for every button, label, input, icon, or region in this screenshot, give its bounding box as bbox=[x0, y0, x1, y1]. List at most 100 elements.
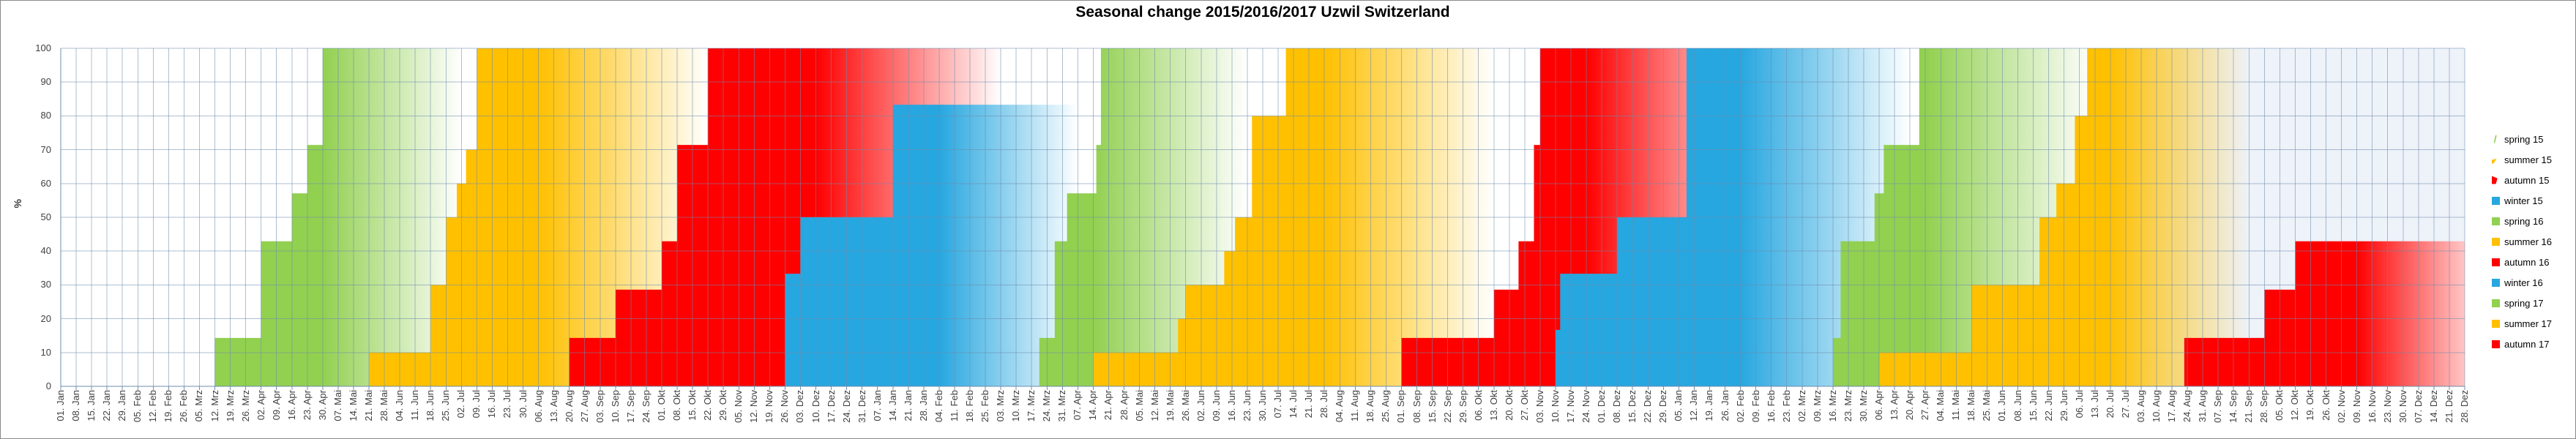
legend-label: summer 17 bbox=[2504, 318, 2553, 329]
x-tick-label: 25. Feb bbox=[979, 390, 991, 423]
x-tick-label: 28. Mai bbox=[378, 390, 390, 421]
x-tick-label: 21. Mai bbox=[363, 390, 375, 421]
x-tick-label: 09. Jun bbox=[1210, 390, 1222, 421]
x-tick-label: 01. Sep bbox=[1395, 390, 1407, 423]
x-tick-label: 06. Apr bbox=[1873, 390, 1885, 421]
x-tick-label: 07. Dez bbox=[2412, 390, 2424, 423]
x-tick-label: 03. Mrz bbox=[995, 390, 1007, 422]
legend-item-winter-15: winter 15 bbox=[2492, 190, 2574, 211]
x-tick-label: 21. Apr bbox=[1102, 390, 1114, 421]
x-tick-label: 09. Feb bbox=[1750, 390, 1761, 423]
x-tick-label: 08. Okt bbox=[671, 390, 683, 421]
x-tick-label: 21. Jan bbox=[902, 390, 914, 421]
legend: spring 15 summer 15 autumn 15 winter 15 spri… bbox=[2492, 129, 2574, 354]
x-tick-label: 07. Jan bbox=[871, 390, 883, 421]
x-tick-label: 29. Jun bbox=[2058, 390, 2069, 421]
x-tick-label: 21. Dez bbox=[2443, 390, 2454, 423]
x-tick-label: 22. Okt bbox=[702, 390, 714, 421]
y-tick-label: 20 bbox=[40, 312, 51, 324]
legend-item-summer-17: summer 17 bbox=[2492, 313, 2574, 334]
x-tick-label: 23. Jun bbox=[1241, 390, 1252, 421]
x-tick-label: 26. Jan bbox=[1719, 390, 1731, 421]
x-tick-label: 06. Aug bbox=[532, 390, 544, 423]
x-tick-label: 04. Feb bbox=[933, 390, 944, 423]
y-tick-label: 40 bbox=[40, 245, 51, 257]
x-tick-label: 13. Okt bbox=[1487, 390, 1499, 421]
x-tick-label: 23. Mrz bbox=[1842, 390, 1853, 422]
x-tick-label: 28. Sep bbox=[2258, 390, 2270, 423]
x-tick-label: 25. Mai bbox=[1981, 390, 1993, 421]
x-tick-label: 08. Jan bbox=[70, 390, 82, 421]
x-tick-label: 27. Jul bbox=[2119, 390, 2131, 419]
x-tick-label: 28. Jan bbox=[917, 390, 929, 421]
y-tick-label: 70 bbox=[40, 143, 51, 155]
x-tick-label: 18. Aug bbox=[1364, 390, 1376, 423]
x-tick-label: 14. Apr bbox=[1087, 390, 1099, 421]
x-tick-label: 31. Mrz bbox=[1056, 390, 1068, 422]
x-tick-label: 01. Jun bbox=[1996, 390, 2008, 421]
x-tick-label: 14. Jan bbox=[886, 390, 898, 421]
x-tick-label: 18. Jun bbox=[425, 390, 436, 421]
gridlines-overlay bbox=[61, 48, 2465, 386]
x-tick-label: 14. Sep bbox=[2228, 390, 2239, 423]
x-tick-label: 11. Aug bbox=[1349, 390, 1361, 422]
x-tick-label: 29. Sep bbox=[1457, 390, 1468, 423]
legend-marker-icon bbox=[2492, 176, 2498, 184]
x-tick-label: 26. Feb bbox=[178, 390, 190, 423]
x-tick-label: 01. Okt bbox=[656, 390, 667, 421]
legend-item-spring-17: spring 17 bbox=[2492, 293, 2574, 313]
legend-marker-icon bbox=[2492, 278, 2500, 287]
legend-item-autumn-16: autumn 16 bbox=[2492, 252, 2574, 272]
legend-label: spring 15 bbox=[2504, 133, 2544, 145]
x-tick-label: 12. Nov bbox=[748, 390, 760, 423]
x-tick-label: 27. Aug bbox=[578, 390, 590, 423]
x-tick-label: 15. Dez bbox=[1627, 390, 1638, 423]
x-tick-label: 14. Dez bbox=[2427, 390, 2439, 423]
legend-marker-icon bbox=[2492, 319, 2500, 328]
legend-item-autumn-15: autumn 15 bbox=[2492, 170, 2574, 190]
legend-label: autumn 15 bbox=[2504, 174, 2550, 186]
x-tick-label: 08. Dez bbox=[1611, 390, 1623, 423]
x-tick-label: 08. Sep bbox=[1411, 390, 1422, 423]
x-tick-label: 23. Apr bbox=[301, 390, 313, 421]
y-tick-label: 10 bbox=[40, 346, 51, 358]
legend-item-spring-15: spring 15 bbox=[2492, 129, 2574, 149]
x-tick-label: 10. Mrz bbox=[1010, 390, 1022, 422]
x-tick-label: 11. Feb bbox=[948, 390, 960, 422]
x-tick-label: 04. Aug bbox=[1334, 390, 1345, 423]
x-tick-label: 16. Feb bbox=[1765, 390, 1777, 423]
x-tick-label: 24. Aug bbox=[2181, 390, 2193, 423]
x-tick-label: 29. Dez bbox=[1657, 390, 1669, 423]
plot-area bbox=[61, 48, 2465, 386]
x-tick-label: 14. Jul bbox=[1288, 390, 1299, 419]
x-tick-label: 20. Aug bbox=[563, 390, 575, 423]
x-tick-label: 03. Aug bbox=[2135, 390, 2146, 423]
x-tick-label: 10. Nov bbox=[1549, 390, 1561, 423]
legend-item-summer-16: summer 16 bbox=[2492, 231, 2574, 252]
y-tick-label: 90 bbox=[40, 76, 51, 88]
x-tick-label: 28. Apr bbox=[1118, 390, 1130, 421]
x-tick-label: 21. Sep bbox=[2243, 390, 2255, 423]
x-tick-label: 01. Dez bbox=[1596, 390, 1608, 423]
legend-item-winter-16: winter 16 bbox=[2492, 272, 2574, 293]
legend-label: winter 15 bbox=[2504, 195, 2543, 206]
x-tick-label: 30. Apr bbox=[316, 390, 328, 421]
x-tick-label: 30. Jul bbox=[517, 390, 529, 419]
legend-marker-icon bbox=[2492, 158, 2497, 164]
x-tick-label: 25. Jun bbox=[440, 390, 452, 421]
x-tick-label: 17. Mrz bbox=[1026, 390, 1037, 422]
legend-marker-icon bbox=[2492, 237, 2500, 246]
x-tick-label: 18. Mai bbox=[1965, 390, 1977, 421]
y-tick-label: 60 bbox=[40, 177, 51, 189]
x-tick-label: 20. Okt bbox=[1503, 390, 1515, 421]
x-tick-label: 28. Jul bbox=[1318, 390, 1330, 419]
x-tick-label: 29. Jan bbox=[116, 390, 128, 421]
x-tick-label: 19. Mrz bbox=[224, 390, 236, 422]
legend-marker-icon bbox=[2492, 258, 2500, 266]
x-tick-label: 26. Mai bbox=[1179, 390, 1191, 421]
x-tick-label: 15. Sep bbox=[1426, 390, 1438, 423]
x-tick-label: 19. Nov bbox=[764, 390, 775, 423]
x-tick-label: 21. Jul bbox=[1303, 390, 1315, 419]
x-tick-label: 19. Feb bbox=[163, 390, 174, 423]
